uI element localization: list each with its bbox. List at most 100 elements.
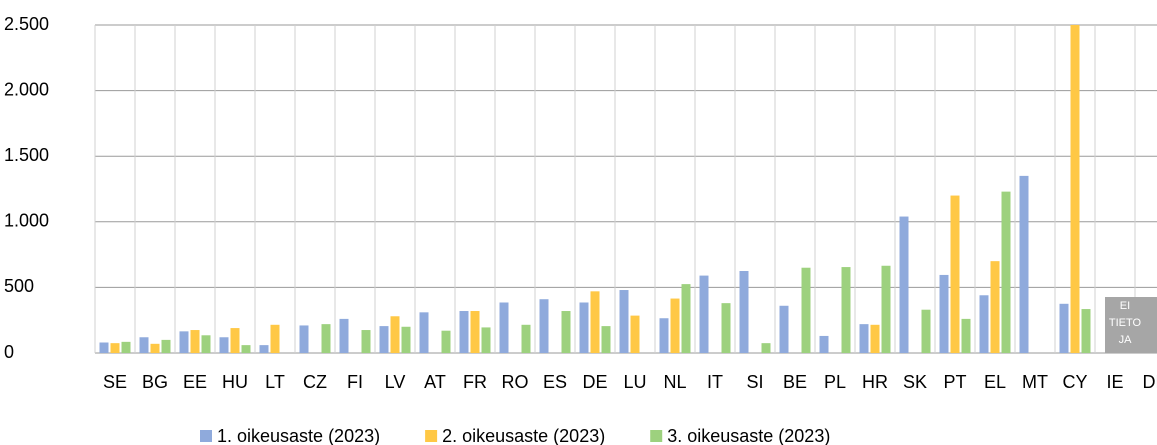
bar — [1001, 191, 1011, 353]
bar — [590, 291, 600, 353]
bar — [921, 309, 931, 353]
legend-swatch — [650, 430, 663, 442]
x-tick-label: DE — [582, 372, 607, 392]
bar — [419, 312, 429, 353]
bar — [1019, 175, 1029, 353]
bar — [441, 330, 451, 353]
x-tick-label: CY — [1062, 372, 1087, 392]
bar — [401, 326, 411, 353]
x-tick-label: AT — [424, 372, 446, 392]
x-tick-label: IT — [707, 372, 723, 392]
bar — [939, 274, 949, 353]
y-tick-label: 1.000 — [4, 211, 49, 231]
no-data-label: TIETO — [1109, 317, 1142, 329]
x-tick-label: LU — [623, 372, 646, 392]
bar — [859, 324, 869, 353]
bar — [361, 330, 371, 353]
x-tick-label: ES — [543, 372, 567, 392]
no-data-label: EI — [1120, 300, 1130, 312]
bar — [670, 298, 680, 353]
bar — [99, 342, 109, 353]
bar — [390, 316, 400, 353]
bar — [961, 318, 971, 353]
x-tick-label: NL — [663, 372, 686, 392]
bar — [179, 331, 189, 353]
bar — [561, 311, 571, 353]
bar — [841, 267, 851, 353]
bar — [230, 328, 240, 353]
bar — [459, 311, 469, 353]
legend-label: 2. oikeusaste (2023) — [442, 426, 605, 445]
x-tick-label: PT — [943, 372, 966, 392]
bar — [499, 302, 509, 353]
x-tick-label: HU — [222, 372, 248, 392]
x-tick-label: FR — [463, 372, 487, 392]
bar — [481, 327, 491, 353]
bar — [161, 339, 171, 353]
bar — [470, 311, 480, 353]
bar — [619, 290, 629, 353]
x-tick-label: IE — [1106, 372, 1123, 392]
x-tick-label: SE — [103, 372, 127, 392]
no-data-box — [1105, 297, 1157, 353]
bar — [190, 330, 200, 353]
bar — [881, 265, 891, 353]
bar — [150, 343, 160, 353]
bar — [219, 337, 229, 353]
bar — [801, 267, 811, 353]
bar — [699, 275, 709, 353]
x-tick-label: RO — [502, 372, 529, 392]
bar — [521, 324, 531, 353]
x-tick-label: PL — [824, 372, 846, 392]
bar — [321, 324, 331, 353]
bar — [139, 337, 149, 353]
x-tick-label: DK — [1142, 372, 1157, 392]
bar — [110, 343, 120, 353]
no-data-label: JA — [1119, 334, 1133, 346]
bar — [241, 345, 251, 353]
y-tick-label: 500 — [4, 276, 34, 296]
x-tick-label: BG — [142, 372, 168, 392]
bar — [1070, 25, 1080, 353]
x-tick-label: MT — [1022, 372, 1048, 392]
x-tick-label: BE — [783, 372, 807, 392]
x-tick-label: FI — [347, 372, 363, 392]
bar — [899, 216, 909, 353]
legend-swatch — [425, 430, 438, 442]
bar — [601, 326, 611, 353]
bar — [1059, 303, 1069, 353]
y-tick-label: 0 — [4, 342, 14, 362]
bar — [339, 318, 349, 353]
bar — [950, 195, 960, 353]
bar — [721, 303, 731, 353]
bar — [259, 345, 269, 353]
x-tick-label: SI — [746, 372, 763, 392]
bar — [1081, 309, 1091, 353]
x-tick-label: EE — [183, 372, 207, 392]
bar — [870, 324, 880, 353]
bar — [761, 343, 771, 353]
x-tick-label: HR — [862, 372, 888, 392]
bar — [201, 335, 211, 353]
bar — [990, 261, 1000, 353]
bar — [539, 299, 549, 353]
x-tick-label: LV — [385, 372, 406, 392]
bar — [681, 284, 691, 353]
bar — [270, 324, 280, 353]
bar — [121, 341, 131, 353]
bar — [819, 335, 829, 353]
bar — [379, 326, 389, 353]
y-tick-label: 2.500 — [4, 14, 49, 34]
legend-swatch — [200, 430, 212, 442]
legend-label: 3. oikeusaste (2023) — [667, 426, 830, 445]
x-tick-label: LT — [265, 372, 285, 392]
bar — [739, 271, 749, 353]
bar — [779, 305, 789, 353]
x-tick-label: CZ — [303, 372, 327, 392]
bar — [979, 295, 989, 353]
bar — [630, 315, 640, 353]
bar — [579, 302, 589, 353]
x-tick-label: SK — [903, 372, 927, 392]
bar — [299, 325, 309, 353]
y-tick-label: 1.500 — [4, 145, 49, 165]
